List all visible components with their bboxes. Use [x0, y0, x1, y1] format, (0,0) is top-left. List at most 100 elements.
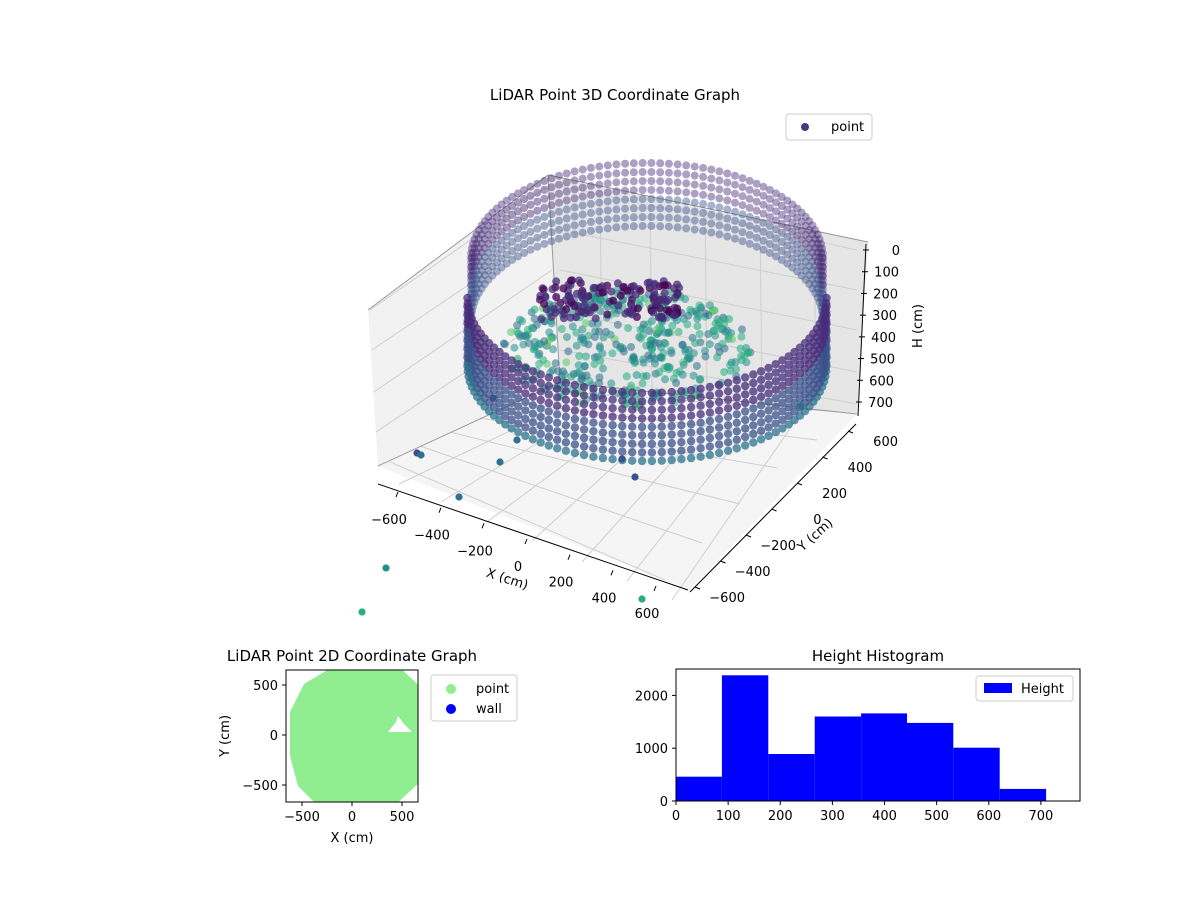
hist-x-tick-label: 600	[976, 809, 1001, 824]
x-tick-label: −600	[371, 513, 407, 528]
cloud-point	[673, 223, 682, 232]
cloud-point	[578, 325, 587, 334]
cloud-point	[741, 373, 750, 382]
cloud-point	[696, 452, 705, 461]
cloud-point	[553, 435, 562, 444]
histogram-bar	[999, 788, 1047, 801]
cloud-point	[720, 368, 729, 376]
cloud-point	[686, 453, 696, 463]
cloud-point	[533, 242, 542, 251]
cloud-point	[784, 377, 793, 387]
cloud-point	[738, 201, 747, 210]
cloud-point	[533, 224, 542, 233]
cloud-point	[508, 228, 517, 237]
cloud-point	[714, 448, 724, 458]
cloud-point	[586, 217, 595, 226]
cloud-point	[580, 338, 589, 347]
cloud-point	[637, 448, 647, 457]
cloud-point	[707, 174, 716, 183]
cloud-point	[622, 372, 631, 381]
cloud-point	[603, 170, 612, 179]
cloud-point	[731, 234, 739, 243]
y-tick-mark	[847, 430, 854, 434]
cloud-point	[514, 402, 523, 411]
cloud-point	[599, 364, 607, 373]
cloud-point	[745, 212, 754, 221]
cloud-point	[790, 398, 799, 408]
cloud-point	[561, 387, 571, 396]
cloud-point	[612, 223, 621, 232]
cloud-point	[672, 379, 681, 387]
cloud-point	[472, 239, 481, 248]
cloud-point	[551, 359, 560, 368]
cloud-point	[813, 230, 822, 239]
cloud-point	[480, 244, 489, 253]
cloud-point	[562, 223, 571, 232]
cloud-point	[682, 215, 691, 224]
cloud-point	[715, 230, 724, 239]
cloud-point	[699, 208, 708, 217]
cloud-point	[714, 414, 724, 424]
hist-y-tick-label: 2000	[635, 689, 668, 704]
y-tick-mark	[822, 456, 828, 460]
outlier-point	[496, 458, 504, 466]
cloud-point	[497, 209, 506, 218]
cloud-point	[521, 431, 530, 441]
cloud-point	[797, 262, 806, 271]
cloud-point	[677, 438, 686, 447]
cloud-point	[689, 371, 698, 380]
cloud-point	[580, 362, 589, 370]
cloud-point	[628, 439, 637, 448]
legend-2d-label-point: point	[476, 682, 509, 697]
cloud-point	[736, 344, 745, 353]
y-axis-line	[689, 423, 857, 593]
cloud-point	[579, 416, 589, 426]
cloud-point	[598, 402, 608, 412]
cloud-point	[664, 328, 673, 337]
cloud-point	[808, 275, 817, 284]
cloud-point	[472, 275, 481, 284]
cloud-point	[598, 453, 608, 463]
cloud-point	[732, 376, 741, 385]
chart2d-title: LiDAR Point 2D Coordinate Graph	[227, 647, 477, 665]
cloud-point	[756, 401, 766, 410]
cloud-point	[673, 169, 682, 178]
cloud-point	[756, 418, 766, 427]
cloud-point	[513, 321, 522, 330]
cloud-point	[793, 249, 802, 258]
cloud-point	[539, 356, 548, 364]
histogram-x-ticks: 0 100 200 300 400 500 600 700	[672, 801, 1053, 824]
cloud-point	[682, 206, 691, 215]
cloud-point	[784, 394, 793, 404]
cloud-point	[686, 385, 696, 395]
cloud-point	[561, 378, 571, 387]
chart-3d: LiDAR Point 3D Coordinate Graph	[358, 86, 926, 622]
outlier-point	[417, 451, 425, 459]
cloud-point	[765, 240, 774, 248]
cloud-point	[608, 438, 617, 447]
cloud-point	[590, 333, 599, 342]
cloud-point	[510, 343, 519, 352]
legend-3d-label: point	[831, 120, 864, 135]
y-tick-label: 400	[848, 461, 873, 476]
cloud-point	[699, 181, 708, 190]
cloud-point	[696, 375, 705, 384]
cloud-point	[818, 285, 827, 294]
cloud-point	[788, 200, 797, 209]
cloud-point	[815, 298, 824, 307]
cloud-point	[492, 240, 501, 249]
cloud-point	[811, 253, 820, 261]
cloud-point	[818, 249, 827, 258]
cloud-point	[813, 248, 822, 257]
cloud-point	[570, 176, 579, 185]
cloud-point	[638, 204, 647, 212]
cloud-point	[759, 209, 768, 218]
cloud-point	[752, 206, 761, 215]
cloud-point	[501, 352, 510, 361]
cloud-point	[706, 301, 714, 310]
cloud-point	[741, 407, 750, 416]
cloud-point	[696, 401, 705, 410]
cloud-point	[488, 253, 497, 262]
legend-2d-label-wall: wall	[476, 702, 502, 717]
cloud-point	[667, 387, 676, 397]
